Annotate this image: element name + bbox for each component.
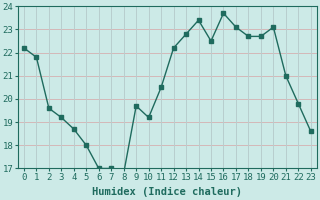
X-axis label: Humidex (Indice chaleur): Humidex (Indice chaleur) [92, 187, 242, 197]
